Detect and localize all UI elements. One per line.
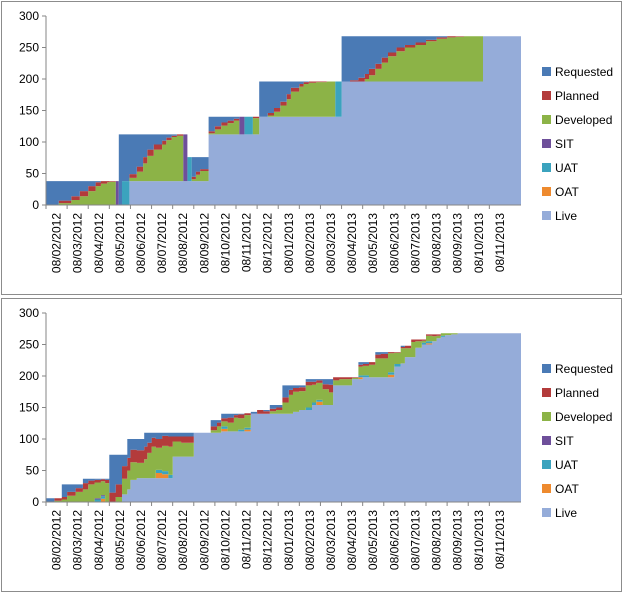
area-series-live: [46, 36, 521, 206]
stacked-area-chart-bottom: 0 50 100 150 200 250 300 08/02/2012 08/03/2012 08…: [19, 306, 613, 570]
legend-swatch-planned: [542, 91, 551, 100]
x-tick-label: 08/09/2012: [197, 213, 211, 273]
area-series-live: [46, 333, 521, 502]
area-series-developed: [46, 333, 521, 502]
y-tick-label: 0: [32, 198, 39, 212]
y-tick-label: 150: [19, 104, 39, 118]
x-tick-label: 08/03/2013: [324, 510, 338, 570]
x-tick-label: 08/02/2013: [303, 510, 317, 570]
legend: Requested Planned Developed SIT UAT OAT Live: [542, 362, 613, 520]
x-tick-label: 08/03/2012: [71, 213, 85, 273]
x-tick-label: 08/08/2013: [430, 510, 444, 570]
x-tick-label: 08/10/2012: [218, 213, 232, 273]
legend-swatch-oat: [542, 187, 551, 196]
x-tick-label: 08/10/2013: [472, 213, 486, 273]
chart-panel-bottom: 0 50 100 150 200 250 300 08/02/2012 08/03/2012 08…: [1, 298, 622, 592]
x-tick-label: 08/07/2013: [408, 213, 422, 273]
legend-label-uat: UAT: [555, 458, 579, 472]
x-tick-label: 08/09/2013: [451, 213, 465, 273]
x-tick-label: 08/08/2013: [430, 213, 444, 273]
legend-swatch-uat: [542, 460, 551, 469]
chart-panel-top: 0 50 100 150 200 250 300 08/02/2012 08/03/2012 08…: [1, 1, 622, 295]
y-tick-label: 50: [26, 167, 40, 181]
legend-label-oat: OAT: [555, 185, 579, 199]
stacked-area-chart-top: 0 50 100 150 200 250 300 08/02/2012 08/03/2012 08…: [19, 9, 613, 273]
y-tick-label: 0: [32, 495, 39, 509]
x-tick-label: 08/08/2012: [176, 510, 190, 570]
plot-area: [46, 333, 521, 502]
x-tick-label: 08/03/2012: [71, 510, 85, 570]
legend-swatch-planned: [542, 388, 551, 397]
legend-swatch-oat: [542, 484, 551, 493]
x-tick-label: 08/04/2013: [345, 510, 359, 570]
x-tick-label: 08/02/2013: [303, 213, 317, 273]
x-tick-label: 08/05/2013: [366, 213, 380, 273]
legend-label-developed: Developed: [555, 410, 612, 424]
x-tick-label: 08/05/2012: [113, 213, 127, 273]
plot-area: [46, 36, 521, 206]
legend-swatch-live: [542, 211, 551, 220]
legend-swatch-live: [542, 508, 551, 517]
x-tick-label: 08/05/2013: [366, 510, 380, 570]
y-tick-label: 300: [19, 9, 39, 23]
y-tick-label: 300: [19, 306, 39, 320]
x-tick-label: 08/09/2013: [451, 510, 465, 570]
x-tick-label: 08/12/2012: [261, 510, 275, 570]
legend-label-live: Live: [555, 209, 577, 223]
y-tick-label: 200: [19, 369, 39, 383]
y-tick-label: 50: [26, 464, 40, 478]
x-tick-label: 08/08/2012: [176, 213, 190, 273]
x-tick-label: 08/06/2012: [134, 213, 148, 273]
x-tick-label: 08/04/2012: [92, 213, 106, 273]
legend-swatch-requested: [542, 67, 551, 76]
legend-label-uat: UAT: [555, 161, 579, 175]
x-tick-label: 08/11/2013: [493, 213, 507, 272]
x-tick-label: 08/07/2012: [155, 510, 169, 570]
legend-swatch-sit: [542, 139, 551, 148]
x-tick-label: 08/10/2012: [218, 510, 232, 570]
y-tick-label: 250: [19, 41, 39, 55]
x-tick-label: 08/12/2012: [261, 213, 275, 273]
y-tick-label: 200: [19, 72, 39, 86]
x-tick-label: 08/02/2012: [50, 510, 64, 570]
x-tick-label: 08/06/2012: [134, 510, 148, 570]
x-tick-label: 08/10/2013: [472, 510, 486, 570]
x-tick-label: 08/02/2012: [50, 213, 64, 273]
area-series-developed: [46, 36, 521, 206]
x-tick-label: 08/11/2012: [240, 213, 254, 272]
x-tick-label: 08/04/2012: [92, 510, 106, 570]
x-tick-label: 08/11/2012: [240, 510, 254, 569]
legend-swatch-sit: [542, 436, 551, 445]
legend-label-live: Live: [555, 506, 577, 520]
legend-swatch-uat: [542, 163, 551, 172]
x-tick-label: 08/07/2012: [155, 213, 169, 273]
x-tick-label: 08/06/2013: [387, 213, 401, 273]
legend: Requested Planned Developed SIT UAT OAT Live: [542, 65, 613, 223]
legend-swatch-requested: [542, 364, 551, 373]
legend-swatch-developed: [542, 412, 551, 421]
y-tick-label: 100: [19, 135, 39, 149]
legend-label-sit: SIT: [555, 137, 574, 151]
y-tick-label: 250: [19, 338, 39, 352]
legend-label-planned: Planned: [555, 386, 599, 400]
x-tick-label: 08/05/2012: [113, 510, 127, 570]
x-tick-label: 08/06/2013: [387, 510, 401, 570]
x-tick-label: 08/04/2013: [345, 213, 359, 273]
x-tick-label: 08/07/2013: [408, 510, 422, 570]
y-tick-label: 150: [19, 401, 39, 415]
legend-label-oat: OAT: [555, 482, 579, 496]
legend-label-planned: Planned: [555, 89, 599, 103]
legend-label-requested: Requested: [555, 362, 613, 376]
area-series-planned: [46, 36, 521, 206]
y-tick-label: 100: [19, 432, 39, 446]
legend-label-requested: Requested: [555, 65, 613, 79]
x-tick-label: 08/03/2013: [324, 213, 338, 273]
legend-swatch-developed: [542, 115, 551, 124]
legend-label-developed: Developed: [555, 113, 612, 127]
legend-label-sit: SIT: [555, 434, 574, 448]
x-tick-label: 08/01/2013: [282, 213, 296, 273]
x-tick-label: 08/01/2013: [282, 510, 296, 570]
x-tick-label: 08/09/2012: [197, 510, 211, 570]
x-tick-label: 08/11/2013: [493, 510, 507, 569]
